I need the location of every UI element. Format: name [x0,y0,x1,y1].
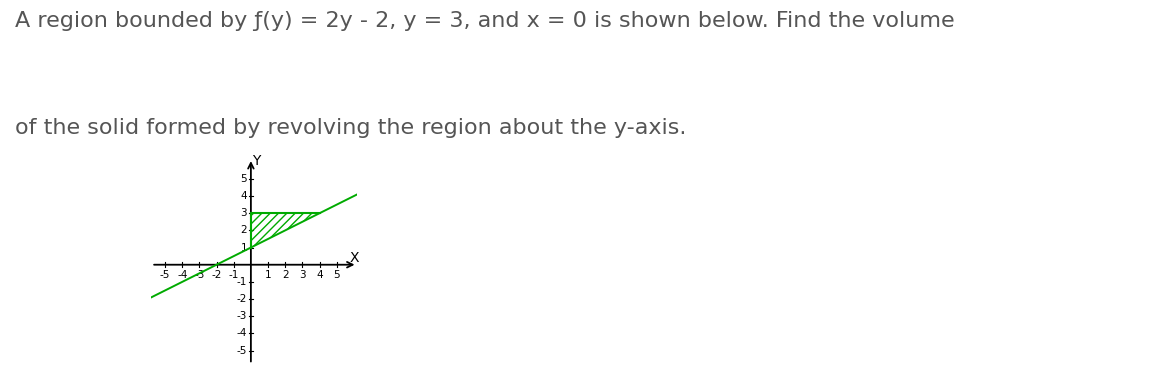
Text: 1: 1 [265,269,272,280]
Text: -4: -4 [237,328,247,339]
Text: 4: 4 [317,269,323,280]
Text: -2: -2 [212,269,222,280]
Text: 2: 2 [240,225,247,236]
Text: X: X [350,251,360,265]
Text: of the solid formed by revolving the region about the y-axis.: of the solid formed by revolving the reg… [15,118,687,138]
Text: 2: 2 [282,269,289,280]
Text: -3: -3 [237,311,247,321]
Text: 4: 4 [240,191,247,201]
Text: -2: -2 [237,294,247,304]
Text: -5: -5 [160,269,170,280]
Text: -5: -5 [237,346,247,355]
Text: -1: -1 [229,269,239,280]
Text: Y: Y [252,154,260,168]
Text: 3: 3 [299,269,305,280]
Text: 5: 5 [240,174,247,184]
Text: -4: -4 [177,269,187,280]
Text: 1: 1 [240,243,247,252]
Text: 3: 3 [240,208,247,218]
Text: 5: 5 [333,269,340,280]
Text: -1: -1 [237,277,247,287]
Text: A region bounded by ƒ(y) = 2y - 2, y = 3, and x = 0 is shown below. Find the vol: A region bounded by ƒ(y) = 2y - 2, y = 3… [15,11,955,31]
Text: -3: -3 [194,269,205,280]
